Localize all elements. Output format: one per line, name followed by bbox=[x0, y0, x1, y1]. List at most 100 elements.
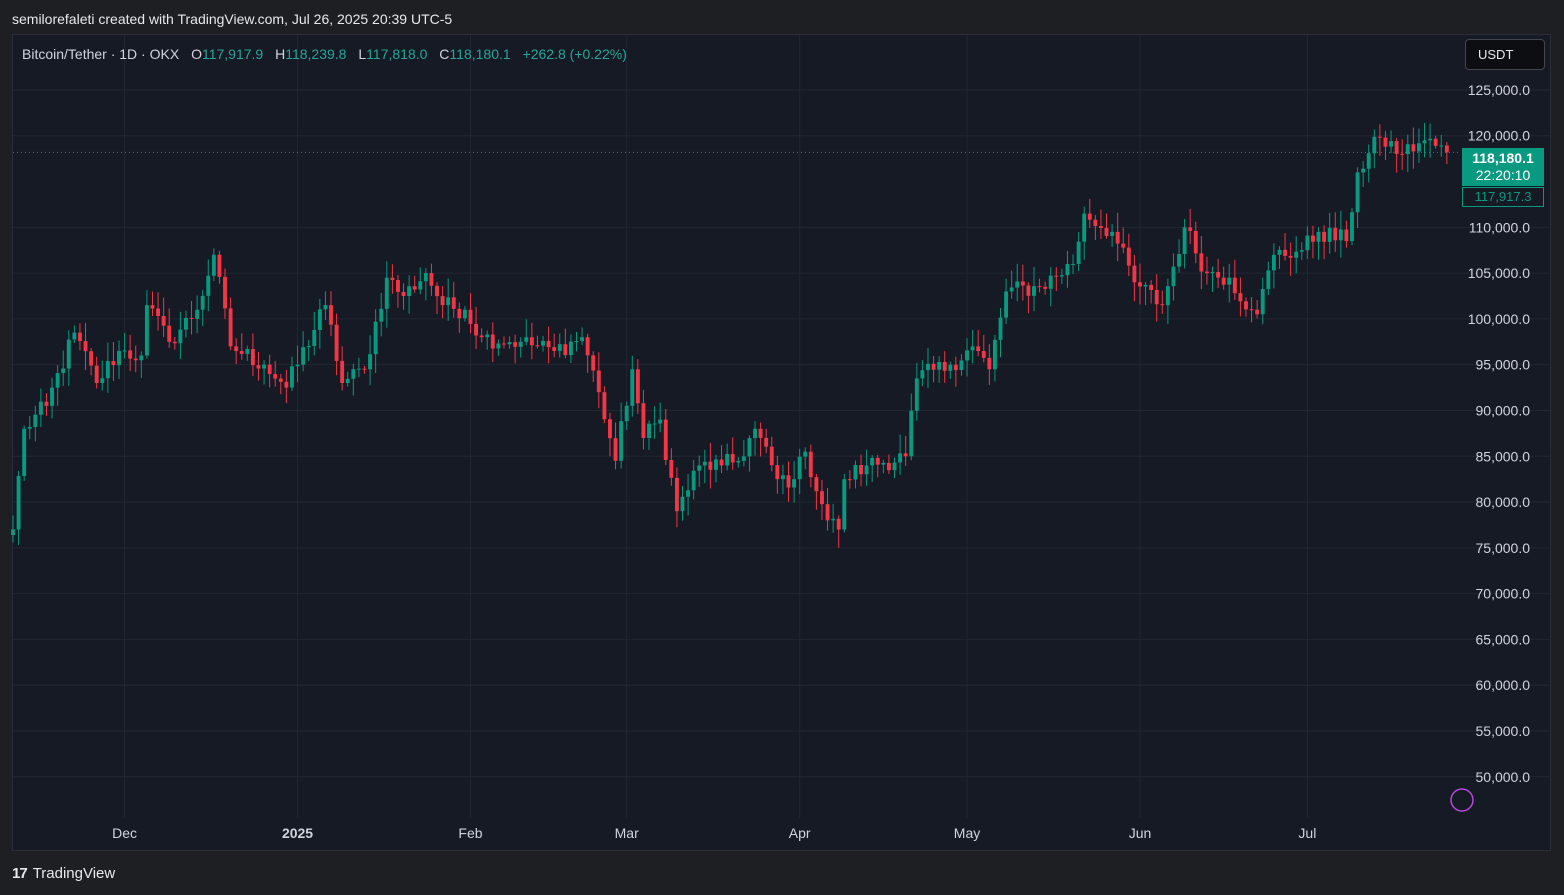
candle-down[interactable] bbox=[719, 459, 724, 466]
candle-down[interactable] bbox=[396, 279, 400, 292]
candle-up[interactable] bbox=[1165, 286, 1170, 306]
candle-down[interactable] bbox=[596, 370, 601, 393]
candle-up[interactable] bbox=[351, 369, 356, 379]
candle-up[interactable] bbox=[384, 277, 389, 309]
candle-up[interactable] bbox=[1327, 227, 1332, 242]
candle-down[interactable] bbox=[635, 369, 640, 404]
candle-down[interactable] bbox=[1411, 144, 1416, 152]
candle-up[interactable] bbox=[1389, 141, 1394, 147]
candle-down[interactable] bbox=[1160, 304, 1165, 306]
candle-up[interactable] bbox=[647, 423, 651, 438]
candle-down[interactable] bbox=[250, 349, 255, 366]
candle-up[interactable] bbox=[853, 465, 858, 480]
candle-up[interactable] bbox=[1143, 284, 1148, 287]
candle-down[interactable] bbox=[953, 364, 958, 371]
candle-up[interactable] bbox=[780, 475, 785, 480]
candle-up[interactable] bbox=[568, 341, 573, 356]
candle-down[interactable] bbox=[340, 360, 345, 383]
candle-up[interactable] bbox=[105, 361, 110, 379]
candle-down[interactable] bbox=[94, 365, 99, 383]
candle-down[interactable] bbox=[987, 357, 992, 370]
candle-up[interactable] bbox=[1361, 168, 1366, 173]
candle-up[interactable] bbox=[1004, 291, 1009, 318]
candle-down[interactable] bbox=[669, 459, 674, 478]
candle-down[interactable] bbox=[1400, 153, 1405, 155]
candle-up[interactable] bbox=[356, 368, 361, 370]
candle-down[interactable] bbox=[1377, 136, 1382, 138]
candle-down[interactable] bbox=[563, 344, 568, 356]
candle-up[interactable] bbox=[518, 341, 523, 347]
candle-down[interactable] bbox=[1193, 230, 1198, 254]
candle-up[interactable] bbox=[898, 453, 903, 463]
candle-down[interactable] bbox=[1238, 293, 1243, 302]
symbol-label[interactable]: Bitcoin/Tether · 1D · OKX bbox=[22, 46, 180, 62]
candle-down[interactable] bbox=[435, 285, 439, 297]
candle-up[interactable] bbox=[184, 317, 188, 330]
candle-up[interactable] bbox=[992, 339, 997, 370]
candle-down[interactable] bbox=[1244, 301, 1248, 310]
candle-down[interactable] bbox=[451, 297, 456, 309]
candle-up[interactable] bbox=[1177, 254, 1181, 267]
candle-down[interactable] bbox=[552, 347, 557, 351]
candle-up[interactable] bbox=[1299, 250, 1304, 252]
candle-down[interactable] bbox=[608, 419, 612, 439]
chart-pane[interactable] bbox=[12, 34, 1551, 851]
candle-down[interactable] bbox=[1232, 277, 1237, 294]
candle-up[interactable] bbox=[652, 423, 657, 425]
candle-down[interactable] bbox=[1344, 229, 1349, 242]
candle-down[interactable] bbox=[1255, 309, 1260, 315]
candle-down[interactable] bbox=[1249, 309, 1254, 311]
candle-up[interactable] bbox=[50, 387, 55, 406]
candle-down[interactable] bbox=[513, 342, 518, 347]
candle-up[interactable] bbox=[959, 360, 964, 371]
candle-up[interactable] bbox=[1009, 287, 1014, 292]
candle-up[interactable] bbox=[55, 373, 60, 388]
candle-down[interactable] bbox=[764, 437, 769, 447]
candle-down[interactable] bbox=[412, 286, 417, 290]
candle-down[interactable] bbox=[334, 324, 339, 361]
candle-down[interactable] bbox=[217, 254, 222, 277]
candle-up[interactable] bbox=[864, 465, 869, 475]
candle-up[interactable] bbox=[33, 414, 38, 427]
candle-up[interactable] bbox=[27, 426, 32, 429]
candle-up[interactable] bbox=[144, 305, 149, 356]
candle-down[interactable] bbox=[1138, 282, 1142, 287]
candle-up[interactable] bbox=[306, 346, 311, 348]
candle-up[interactable] bbox=[580, 337, 585, 341]
candle-down[interactable] bbox=[591, 355, 596, 371]
candle-up[interactable] bbox=[920, 370, 925, 379]
candle-down[interactable] bbox=[329, 305, 333, 325]
candle-up[interactable] bbox=[1316, 231, 1321, 242]
candle-down[interactable] bbox=[1087, 213, 1092, 220]
candle-up[interactable] bbox=[725, 453, 730, 466]
candle-down[interactable] bbox=[641, 403, 646, 438]
candle-down[interactable] bbox=[1104, 227, 1109, 236]
candle-up[interactable] bbox=[937, 362, 942, 370]
candle-down[interactable] bbox=[1115, 231, 1120, 244]
candle-up[interactable] bbox=[741, 456, 746, 461]
candle-up[interactable] bbox=[524, 337, 529, 342]
candle-up[interactable] bbox=[792, 479, 797, 488]
candle-down[interactable] bbox=[886, 462, 891, 471]
candle-up[interactable] bbox=[61, 368, 66, 374]
tradingview-brand[interactable]: 17 TradingView bbox=[12, 865, 115, 882]
candle-up[interactable] bbox=[831, 518, 836, 521]
candle-up[interactable] bbox=[1032, 286, 1036, 296]
candle-down[interactable] bbox=[814, 477, 819, 492]
candle-down[interactable] bbox=[942, 362, 947, 371]
candle-up[interactable] bbox=[909, 410, 914, 457]
candle-up[interactable] bbox=[16, 476, 21, 530]
candle-down[interactable] bbox=[362, 368, 367, 370]
candle-up[interactable] bbox=[345, 378, 350, 383]
candle-up[interactable] bbox=[446, 297, 451, 306]
candle-down[interactable] bbox=[1121, 243, 1126, 248]
candle-down[interactable] bbox=[479, 335, 484, 338]
candle-up[interactable] bbox=[206, 275, 211, 296]
candle-up[interactable] bbox=[301, 347, 306, 365]
candle-down[interactable] bbox=[808, 451, 813, 478]
candle-down[interactable] bbox=[981, 351, 986, 358]
candle-down[interactable] bbox=[1444, 145, 1449, 153]
candle-up[interactable] bbox=[1065, 264, 1070, 276]
candle-up[interactable] bbox=[11, 529, 15, 536]
